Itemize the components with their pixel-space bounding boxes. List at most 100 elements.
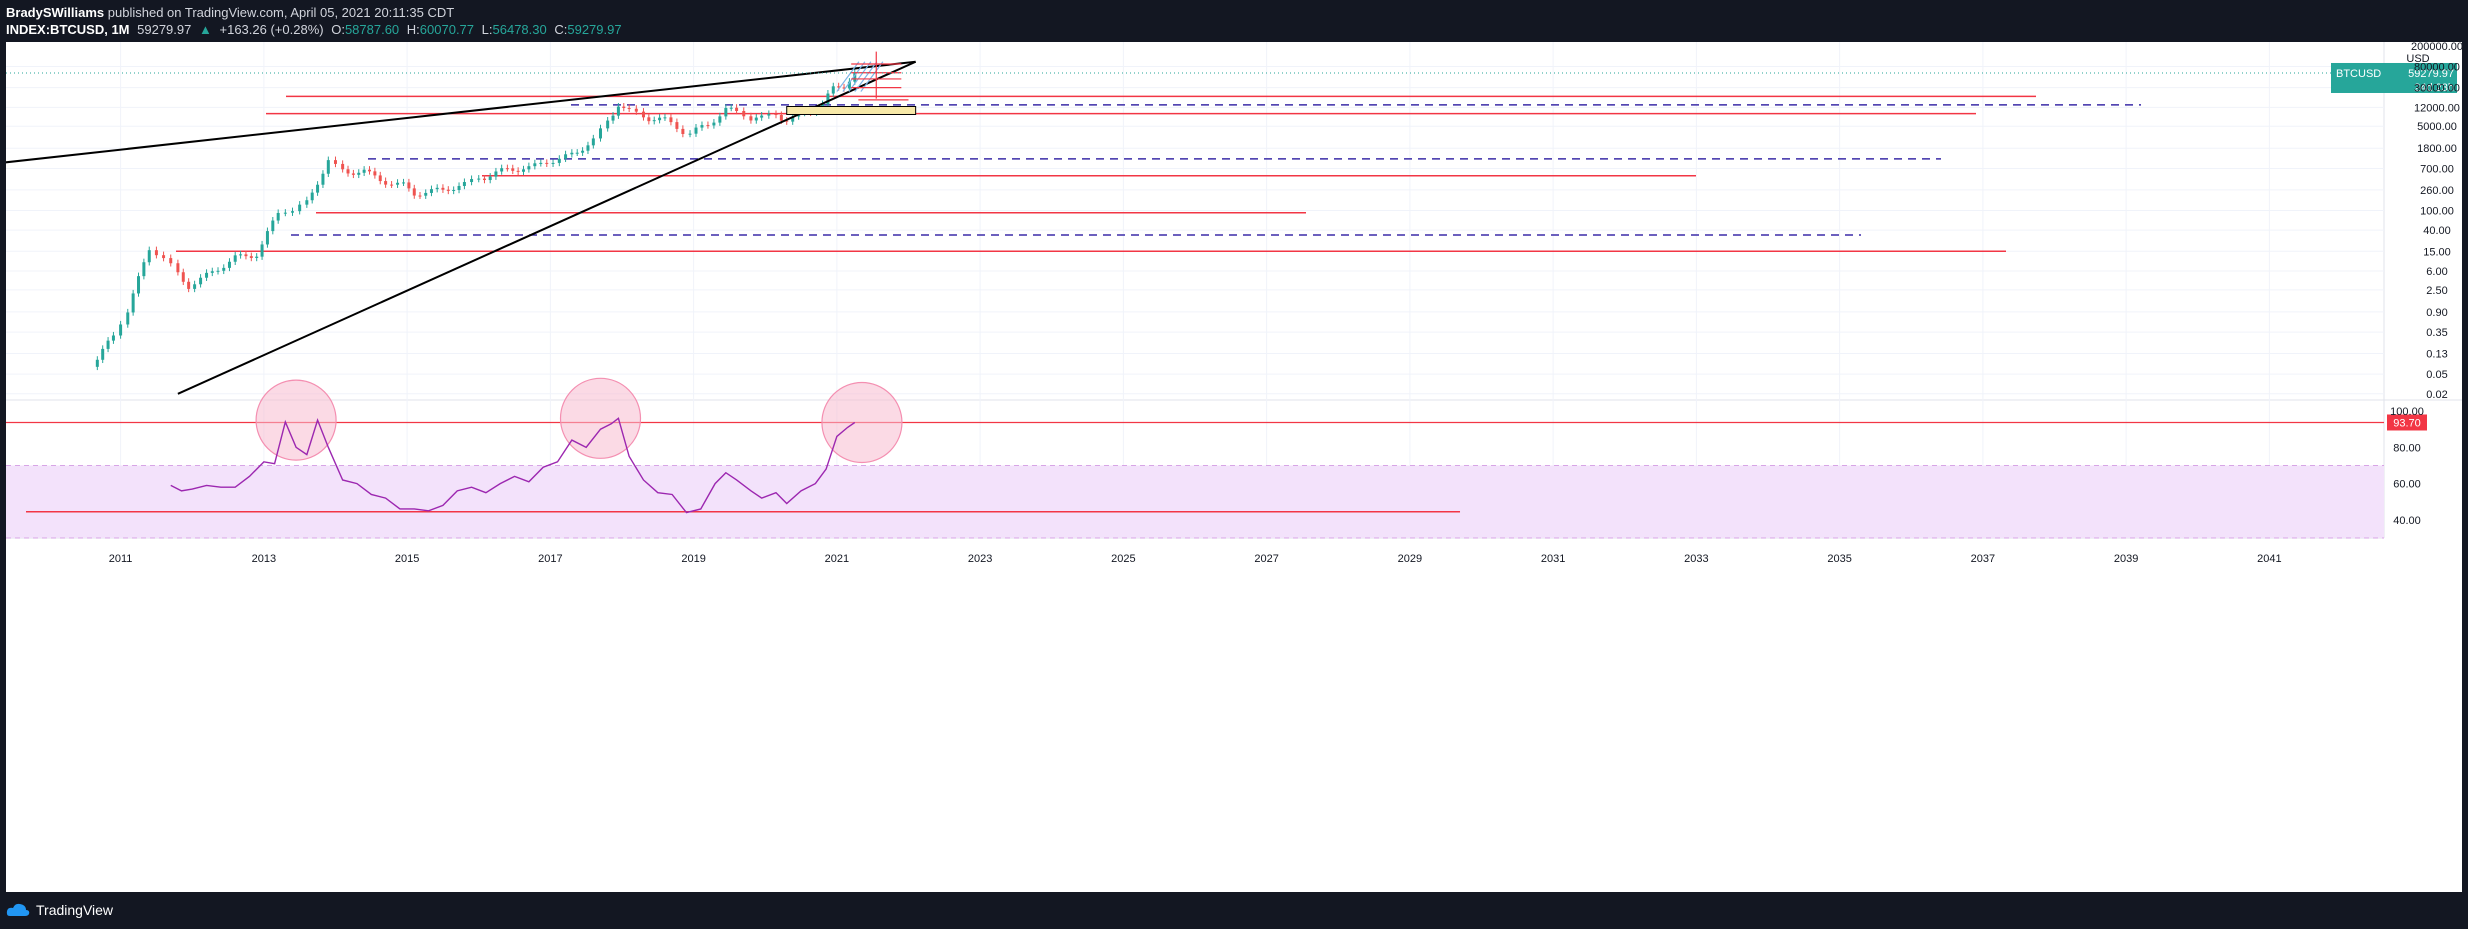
- candle[interactable]: [147, 246, 151, 266]
- candle[interactable]: [441, 184, 445, 193]
- candle[interactable]: [634, 105, 638, 115]
- candle[interactable]: [154, 246, 158, 259]
- candle[interactable]: [516, 167, 520, 176]
- candle[interactable]: [470, 175, 474, 186]
- candle[interactable]: [111, 331, 115, 344]
- candle[interactable]: [271, 216, 275, 235]
- candle[interactable]: [724, 104, 728, 120]
- candle[interactable]: [681, 125, 685, 138]
- trendline[interactable]: [0, 60, 916, 167]
- candle[interactable]: [384, 177, 388, 188]
- candle[interactable]: [462, 178, 466, 190]
- price-pane[interactable]: [0, 51, 2384, 395]
- candle[interactable]: [249, 252, 253, 262]
- candle[interactable]: [767, 110, 771, 119]
- candle[interactable]: [652, 116, 656, 125]
- candle[interactable]: [527, 162, 531, 173]
- candle[interactable]: [205, 269, 209, 281]
- candle[interactable]: [119, 320, 123, 339]
- candle[interactable]: [176, 259, 180, 276]
- candle[interactable]: [222, 264, 226, 275]
- candle[interactable]: [754, 114, 758, 124]
- candle[interactable]: [239, 250, 243, 259]
- candle[interactable]: [276, 209, 280, 224]
- candle[interactable]: [101, 345, 105, 364]
- candle[interactable]: [675, 118, 679, 133]
- annotation-box[interactable]: [786, 105, 917, 115]
- candle[interactable]: [477, 175, 481, 183]
- candle[interactable]: [749, 112, 753, 124]
- candle[interactable]: [688, 130, 692, 138]
- candle[interactable]: [494, 167, 498, 180]
- candle[interactable]: [669, 113, 673, 126]
- candle[interactable]: [729, 104, 733, 112]
- candle[interactable]: [511, 164, 515, 175]
- candle[interactable]: [847, 78, 851, 92]
- candle[interactable]: [591, 134, 595, 149]
- candle[interactable]: [260, 240, 264, 260]
- candle[interactable]: [305, 196, 309, 208]
- candle[interactable]: [735, 104, 739, 115]
- candle[interactable]: [362, 166, 366, 177]
- candle[interactable]: [700, 121, 704, 131]
- candle[interactable]: [446, 186, 450, 195]
- candle[interactable]: [142, 258, 146, 280]
- candle[interactable]: [368, 166, 372, 175]
- candle[interactable]: [545, 159, 549, 168]
- candle[interactable]: [647, 113, 651, 125]
- candle[interactable]: [412, 184, 416, 199]
- candle[interactable]: [663, 113, 667, 121]
- tradingview-logo[interactable]: TradingView: [6, 902, 113, 918]
- candle[interactable]: [95, 356, 99, 371]
- candle[interactable]: [396, 179, 400, 188]
- candle[interactable]: [611, 112, 615, 124]
- candle[interactable]: [346, 165, 350, 177]
- candle[interactable]: [760, 111, 764, 121]
- candle[interactable]: [627, 104, 631, 112]
- candle[interactable]: [407, 178, 411, 192]
- candle[interactable]: [482, 175, 486, 184]
- candle[interactable]: [570, 149, 574, 158]
- candle[interactable]: [774, 110, 778, 119]
- candle[interactable]: [424, 189, 428, 199]
- candle[interactable]: [255, 253, 259, 262]
- rsi-peak-circle[interactable]: [821, 381, 903, 464]
- candle[interactable]: [522, 165, 526, 176]
- candle[interactable]: [742, 107, 746, 120]
- candle[interactable]: [373, 167, 377, 179]
- candle[interactable]: [341, 160, 345, 173]
- candle[interactable]: [357, 169, 361, 179]
- chart-canvas[interactable]: USD BTCUSD 59279.97 24d 23h 93.70 80000.…: [0, 41, 2463, 892]
- candle[interactable]: [378, 171, 382, 185]
- fan-line[interactable]: [860, 61, 884, 92]
- candle[interactable]: [216, 267, 220, 275]
- candle[interactable]: [599, 124, 602, 142]
- candle[interactable]: [291, 207, 295, 216]
- candle[interactable]: [606, 117, 610, 132]
- candle[interactable]: [564, 150, 568, 163]
- candle[interactable]: [199, 274, 203, 288]
- rsi-line[interactable]: [170, 417, 856, 514]
- candle[interactable]: [616, 103, 620, 119]
- candle[interactable]: [326, 156, 330, 177]
- candle[interactable]: [227, 258, 231, 272]
- candle[interactable]: [641, 108, 645, 121]
- candle[interactable]: [316, 181, 320, 196]
- candle[interactable]: [694, 124, 698, 137]
- candle[interactable]: [402, 178, 406, 187]
- candle[interactable]: [418, 191, 422, 199]
- candle[interactable]: [131, 289, 135, 316]
- candle[interactable]: [390, 181, 394, 188]
- symbol-label[interactable]: INDEX:BTCUSD, 1M: [6, 22, 130, 37]
- candle[interactable]: [785, 117, 789, 125]
- candle[interactable]: [244, 250, 248, 260]
- candle[interactable]: [321, 170, 325, 188]
- candle[interactable]: [575, 149, 579, 157]
- candle[interactable]: [162, 251, 166, 262]
- candle[interactable]: [658, 114, 662, 124]
- candle[interactable]: [500, 164, 504, 175]
- candle[interactable]: [351, 169, 355, 179]
- candle[interactable]: [488, 173, 492, 184]
- candle[interactable]: [283, 209, 287, 217]
- candle[interactable]: [181, 268, 185, 286]
